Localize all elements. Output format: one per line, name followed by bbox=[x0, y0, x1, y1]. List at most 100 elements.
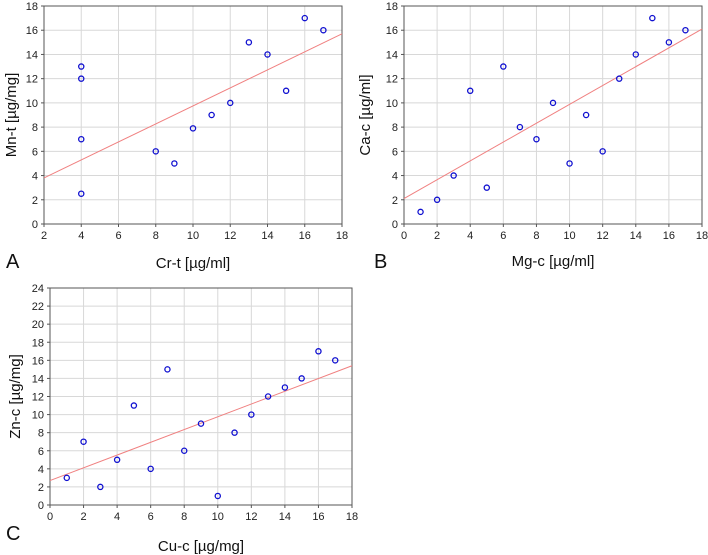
data-point bbox=[80, 438, 87, 445]
data-point bbox=[78, 190, 85, 197]
data-point bbox=[189, 125, 197, 132]
y-tick-label: 4 bbox=[38, 464, 44, 476]
y-tick-label: 8 bbox=[32, 122, 38, 134]
data-point bbox=[632, 51, 640, 58]
y-tick-label: 12 bbox=[386, 74, 398, 86]
data-point bbox=[147, 465, 154, 473]
data-point bbox=[130, 402, 138, 409]
y-tick-label: 10 bbox=[26, 98, 38, 110]
y-tick-label: 18 bbox=[32, 337, 44, 349]
y-tick-label: 24 bbox=[32, 283, 44, 295]
data-point bbox=[281, 384, 289, 391]
data-point bbox=[282, 87, 290, 95]
y-tick-label: 16 bbox=[32, 355, 44, 367]
x-axis-label: Cr-t [µg/ml] bbox=[156, 255, 230, 272]
y-tick-label: 22 bbox=[32, 301, 44, 313]
panel-label: A bbox=[6, 251, 20, 273]
data-point bbox=[197, 420, 205, 427]
x-tick-label: 0 bbox=[401, 230, 407, 242]
y-axis-label: Mn-t [µg/mg] bbox=[3, 73, 20, 158]
y-tick-label: 0 bbox=[32, 219, 38, 231]
y-tick-label: 14 bbox=[26, 49, 38, 61]
x-tick-label: 6 bbox=[148, 511, 154, 523]
y-tick-label: 18 bbox=[386, 1, 398, 13]
x-tick-label: 12 bbox=[245, 511, 257, 523]
x-axis-label: Cu-c [µg/mg] bbox=[158, 538, 244, 555]
y-tick-label: 16 bbox=[26, 25, 38, 37]
x-tick-label: 4 bbox=[114, 511, 120, 523]
data-point bbox=[301, 14, 308, 22]
y-tick-label: 4 bbox=[392, 171, 398, 183]
chart-panel-c: 0 2 4 6 8 10 12 14 16 18024681012141618202224Cu-c… bbox=[6, 283, 358, 555]
data-point bbox=[549, 99, 557, 107]
y-tick-label: 6 bbox=[32, 146, 38, 158]
y-tick-label: 2 bbox=[392, 195, 398, 207]
y-tick-label: 2 bbox=[38, 482, 44, 494]
x-tick-label: 18 bbox=[336, 230, 348, 242]
y-tick-label: 8 bbox=[392, 122, 398, 134]
x-tick-label: 8 bbox=[181, 511, 187, 523]
data-point bbox=[615, 75, 623, 82]
data-point bbox=[248, 411, 255, 418]
data-point bbox=[208, 111, 215, 119]
x-tick-label: 10 bbox=[563, 230, 575, 242]
data-point bbox=[516, 123, 524, 131]
y-tick-label: 6 bbox=[38, 446, 44, 458]
data-point bbox=[63, 474, 71, 482]
data-point bbox=[315, 348, 322, 355]
data-point bbox=[450, 172, 457, 179]
regression-line bbox=[49, 365, 353, 482]
data-point bbox=[214, 492, 222, 500]
y-tick-label: 8 bbox=[38, 428, 44, 440]
data-point bbox=[78, 135, 85, 143]
x-tick-label: 2 bbox=[80, 511, 86, 523]
x-tick-label: 10 bbox=[212, 511, 224, 523]
x-tick-label: 8 bbox=[533, 230, 539, 242]
x-tick-label: 8 bbox=[153, 230, 159, 242]
y-tick-label: 10 bbox=[386, 98, 398, 110]
data-point bbox=[582, 111, 590, 119]
plot-area bbox=[404, 6, 702, 224]
data-point bbox=[566, 160, 573, 167]
x-tick-label: 12 bbox=[597, 230, 609, 242]
data-point bbox=[417, 208, 424, 216]
x-tick-label: 18 bbox=[346, 511, 358, 523]
data-point bbox=[113, 456, 121, 464]
data-point bbox=[78, 63, 85, 70]
data-point bbox=[226, 99, 234, 107]
y-tick-label: 14 bbox=[32, 373, 44, 385]
y-tick-label: 10 bbox=[32, 410, 44, 422]
x-tick-label: 4 bbox=[467, 230, 473, 242]
data-point bbox=[245, 39, 253, 46]
y-tick-label: 0 bbox=[38, 500, 44, 512]
y-tick-label: 12 bbox=[26, 74, 38, 86]
x-tick-label: 10 bbox=[187, 230, 199, 242]
x-tick-label: 2 bbox=[434, 230, 440, 242]
data-point bbox=[466, 87, 474, 95]
x-tick-label: 16 bbox=[299, 230, 311, 242]
chart-panel-b: 0 2 4 6 8 10 12 14 16 18 0 2 4 6 8 10 12 14 16 18 Mg-c [µg/m… bbox=[357, 1, 708, 273]
x-tick-label: 14 bbox=[630, 230, 642, 242]
plot-frame bbox=[403, 5, 703, 225]
x-tick-label: 0 bbox=[47, 511, 53, 523]
y-tick-label: 14 bbox=[386, 49, 398, 61]
x-tick-label: 2 bbox=[41, 230, 47, 242]
regression-line bbox=[43, 33, 343, 179]
y-axis-label: Ca-c [µg/ml] bbox=[357, 74, 374, 155]
data-point bbox=[180, 447, 188, 454]
data-point bbox=[298, 375, 305, 382]
x-tick-label: 12 bbox=[224, 230, 236, 242]
y-tick-label: 4 bbox=[32, 171, 38, 183]
y-tick-label: 2 bbox=[32, 195, 38, 207]
data-point bbox=[533, 135, 540, 143]
x-tick-label: 4 bbox=[78, 230, 84, 242]
y-tick-label: 16 bbox=[386, 25, 398, 37]
y-tick-label: 18 bbox=[26, 1, 38, 13]
x-tick-label: 14 bbox=[279, 511, 291, 523]
y-tick-label: 0 bbox=[392, 219, 398, 231]
x-axis-label: Mg-c [µg/ml] bbox=[512, 253, 595, 270]
data-point bbox=[97, 483, 104, 491]
data-point bbox=[682, 26, 689, 34]
data-point bbox=[264, 51, 271, 58]
